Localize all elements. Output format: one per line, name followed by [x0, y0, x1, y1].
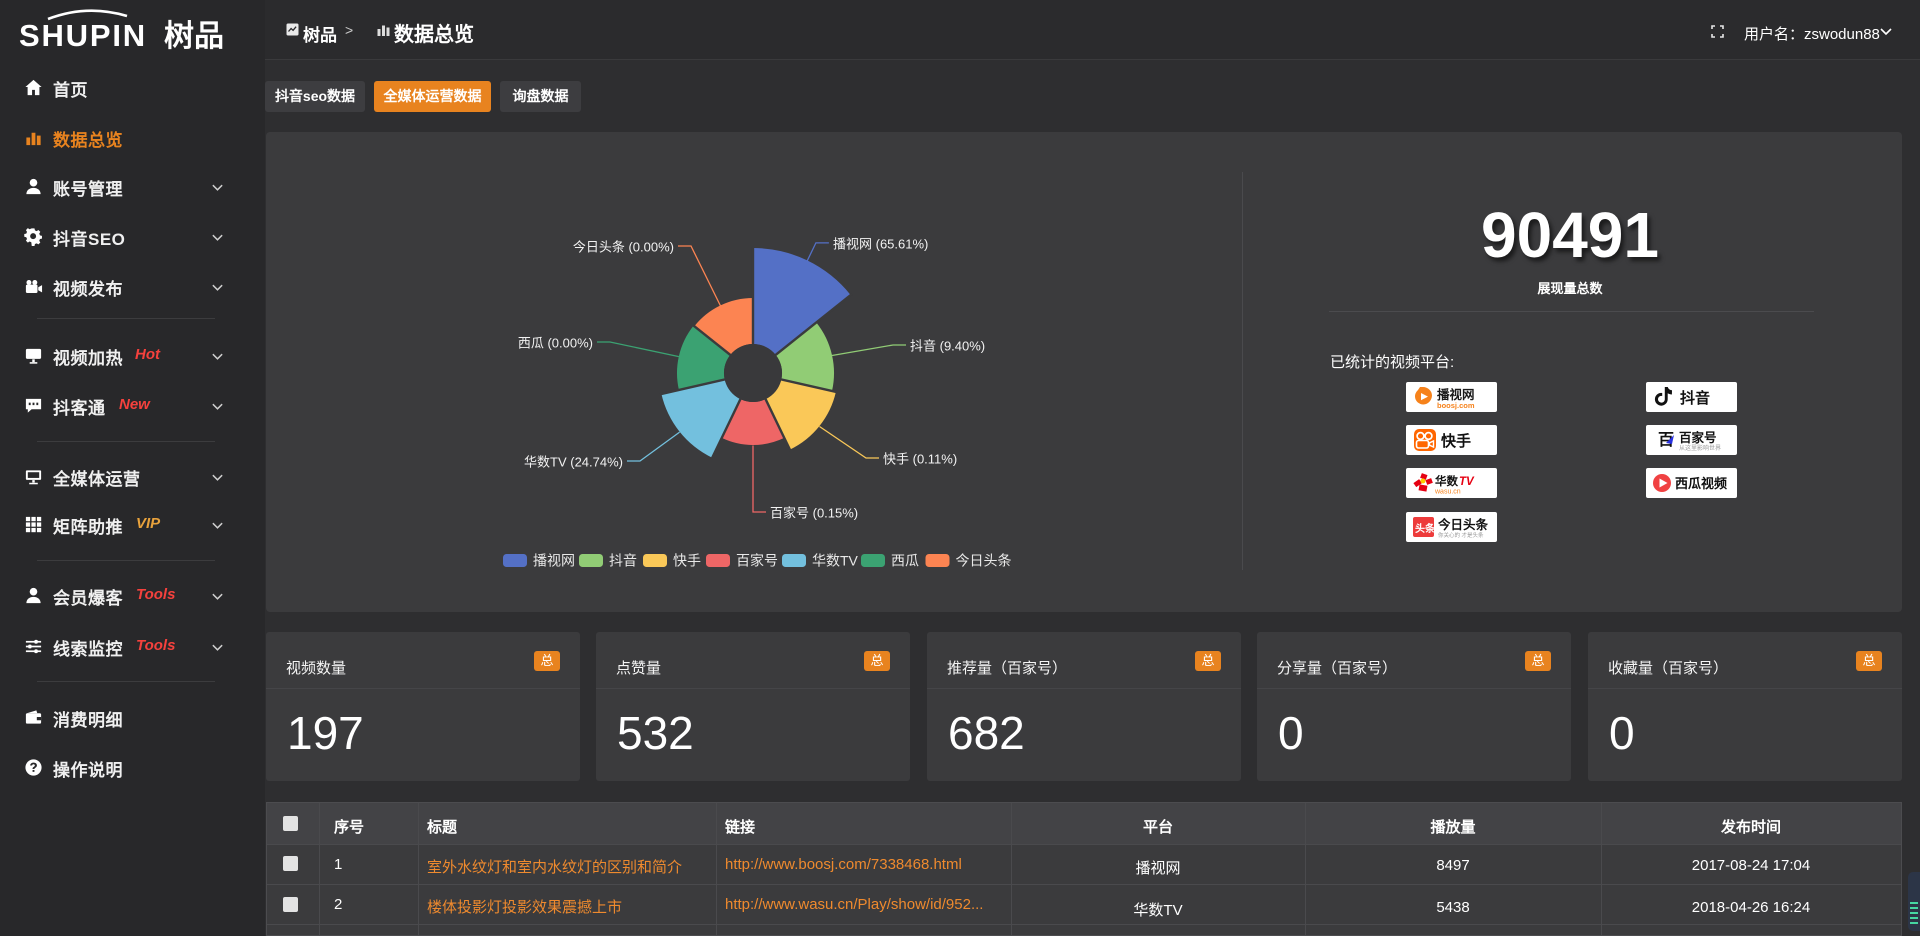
svg-text:今日头条: 今日头条 — [1437, 517, 1489, 532]
svg-text:快手: 快手 — [1441, 432, 1471, 450]
svg-text:抖音 (9.40%): 抖音 (9.40%) — [910, 339, 985, 354]
svg-text:播视网 (65.61%): 播视网 (65.61%) — [833, 237, 928, 252]
svg-text:西瓜视频: 西瓜视频 — [1675, 476, 1727, 491]
svg-text:西瓜: 西瓜 — [891, 553, 919, 569]
svg-text:播视网: 播视网 — [533, 553, 575, 569]
svg-text:今日头条 (0.00%): 今日头条 (0.00%) — [573, 240, 674, 255]
svg-text:boosj.com: boosj.com — [1437, 401, 1475, 410]
svg-text:TV: TV — [1459, 476, 1475, 488]
svg-text:百家号: 百家号 — [736, 553, 778, 569]
svg-text:百: 百 — [1658, 431, 1674, 449]
svg-text:快手: 快手 — [673, 553, 701, 569]
svg-text:树品: 树品 — [164, 20, 224, 53]
svg-text:百家号: 百家号 — [1679, 430, 1717, 445]
svg-text:头条: 头条 — [1415, 522, 1436, 535]
svg-text:抖音: 抖音 — [609, 553, 637, 569]
svg-text:百家号 (0.15%): 百家号 (0.15%) — [770, 506, 858, 521]
svg-text:SHUPIN: SHUPIN — [19, 18, 147, 53]
svg-text:西瓜 (0.00%): 西瓜 (0.00%) — [518, 336, 593, 351]
svg-text:今日头条: 今日头条 — [956, 553, 1012, 569]
svg-text:你关心的 才是头条: 你关心的 才是头条 — [1438, 531, 1484, 539]
svg-text:从这里影响世界: 从这里影响世界 — [1679, 444, 1721, 452]
svg-text:抖音: 抖音 — [1680, 389, 1710, 407]
svg-text:华数TV (24.74%): 华数TV (24.74%) — [524, 455, 623, 470]
svg-text:播视网: 播视网 — [1437, 387, 1475, 402]
svg-text:wasu.cn: wasu.cn — [1434, 489, 1461, 496]
svg-text:快手 (0.11%): 快手 (0.11%) — [883, 452, 957, 467]
svg-text:华数: 华数 — [1435, 474, 1458, 488]
svg-text:华数TV: 华数TV — [812, 553, 859, 569]
